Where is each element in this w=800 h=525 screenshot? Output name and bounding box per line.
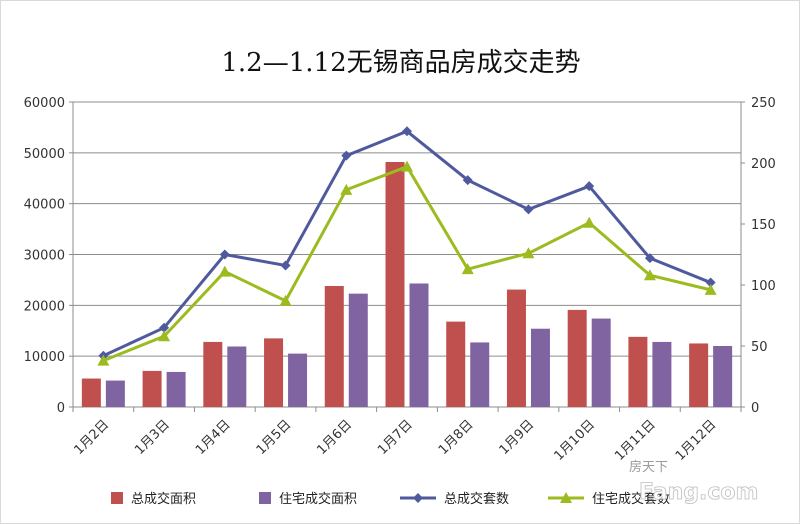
line-point <box>704 283 717 295</box>
line-point <box>522 247 535 259</box>
x-tick-label: 1月3日 <box>132 417 173 458</box>
bar <box>530 328 550 407</box>
line-point <box>159 322 170 333</box>
bar-series <box>81 161 733 407</box>
line-point <box>280 260 291 271</box>
line-point <box>158 330 171 342</box>
bar <box>506 289 526 407</box>
line-point <box>584 181 595 192</box>
line-point <box>583 216 596 228</box>
line-point <box>219 249 230 260</box>
line-point <box>705 277 716 288</box>
y-right-tick-label: 50 <box>751 340 768 355</box>
legend: 总成交面积 住宅成交面积 总成交套数 住宅成交套数 <box>111 491 670 507</box>
y-right-tick-label: 200 <box>751 157 776 172</box>
x-tick-label: 1月2日 <box>72 417 113 458</box>
watermark-tagline: 房天下 <box>629 459 668 475</box>
bar <box>713 346 733 407</box>
y-right-tick-label: 100 <box>751 279 776 294</box>
y-right-tick-label: 0 <box>751 401 759 416</box>
x-tick-label: 1月12日 <box>673 417 720 464</box>
watermark: 房天下 Fang.com <box>629 459 759 505</box>
line-point <box>97 354 110 366</box>
y-right-tick-label: 150 <box>751 218 776 233</box>
line-point <box>279 294 292 306</box>
bar <box>166 371 186 407</box>
line-point <box>643 269 656 281</box>
x-tick-label: 1月4日 <box>193 417 234 458</box>
bar <box>288 353 308 407</box>
bar <box>470 342 490 407</box>
line-point <box>462 175 473 186</box>
line-point <box>644 253 655 264</box>
y-left-tick-label: 60000 <box>24 96 65 111</box>
x-tick-label: 1月8日 <box>436 417 477 458</box>
y-right-tick-label: 250 <box>751 96 776 111</box>
series-line <box>102 164 711 363</box>
line-point <box>340 183 353 195</box>
bar <box>142 370 162 407</box>
x-tick-label: 1月7日 <box>375 417 416 458</box>
line-point <box>218 265 231 277</box>
bar <box>409 283 429 407</box>
line-point <box>402 126 412 137</box>
bar <box>689 343 709 407</box>
y-left-tick-label: 40000 <box>24 198 65 213</box>
x-tick-label: 1月5日 <box>254 417 295 458</box>
y-left-tick-label: 0 <box>57 401 65 416</box>
y-left-tick-label: 20000 <box>24 299 65 314</box>
bar <box>567 309 587 407</box>
watermark-brand: Fang.com <box>639 480 758 505</box>
legend-label: 总成交面积 <box>131 491 196 507</box>
legend-swatch <box>111 492 123 504</box>
bar <box>446 321 466 407</box>
line-point <box>523 204 534 215</box>
legend-label: 住宅成交套数 <box>592 491 670 507</box>
x-tick-label: 1月6日 <box>314 417 355 458</box>
bar <box>348 293 368 407</box>
bar <box>227 346 247 407</box>
bar <box>203 341 223 407</box>
x-tick-label: 1月9日 <box>497 417 538 458</box>
line-point <box>341 150 352 161</box>
legend-swatch <box>259 492 271 504</box>
bar <box>105 380 125 407</box>
x-tick-label: 1月10日 <box>551 417 598 464</box>
y-left-tick-label: 10000 <box>24 350 65 365</box>
bar <box>324 286 344 407</box>
y-left-tick-label: 30000 <box>24 249 65 264</box>
bar <box>264 338 284 407</box>
legend-marker <box>413 493 423 503</box>
legend-label: 总成交套数 <box>444 491 509 507</box>
line-point <box>401 160 413 172</box>
bar <box>591 318 611 407</box>
line-point <box>461 263 474 275</box>
line-series <box>97 126 717 366</box>
legend-marker <box>560 492 572 503</box>
bar <box>628 336 648 407</box>
chart-title: 1.2—1.12无锡商品房成交走势 <box>221 48 580 78</box>
x-tick-label: 1月11日 <box>612 417 659 464</box>
bar <box>652 341 672 407</box>
bar <box>81 378 101 407</box>
bar <box>385 161 405 407</box>
legend-label: 住宅成交面积 <box>279 491 357 507</box>
y-left-tick-label: 50000 <box>24 147 65 162</box>
